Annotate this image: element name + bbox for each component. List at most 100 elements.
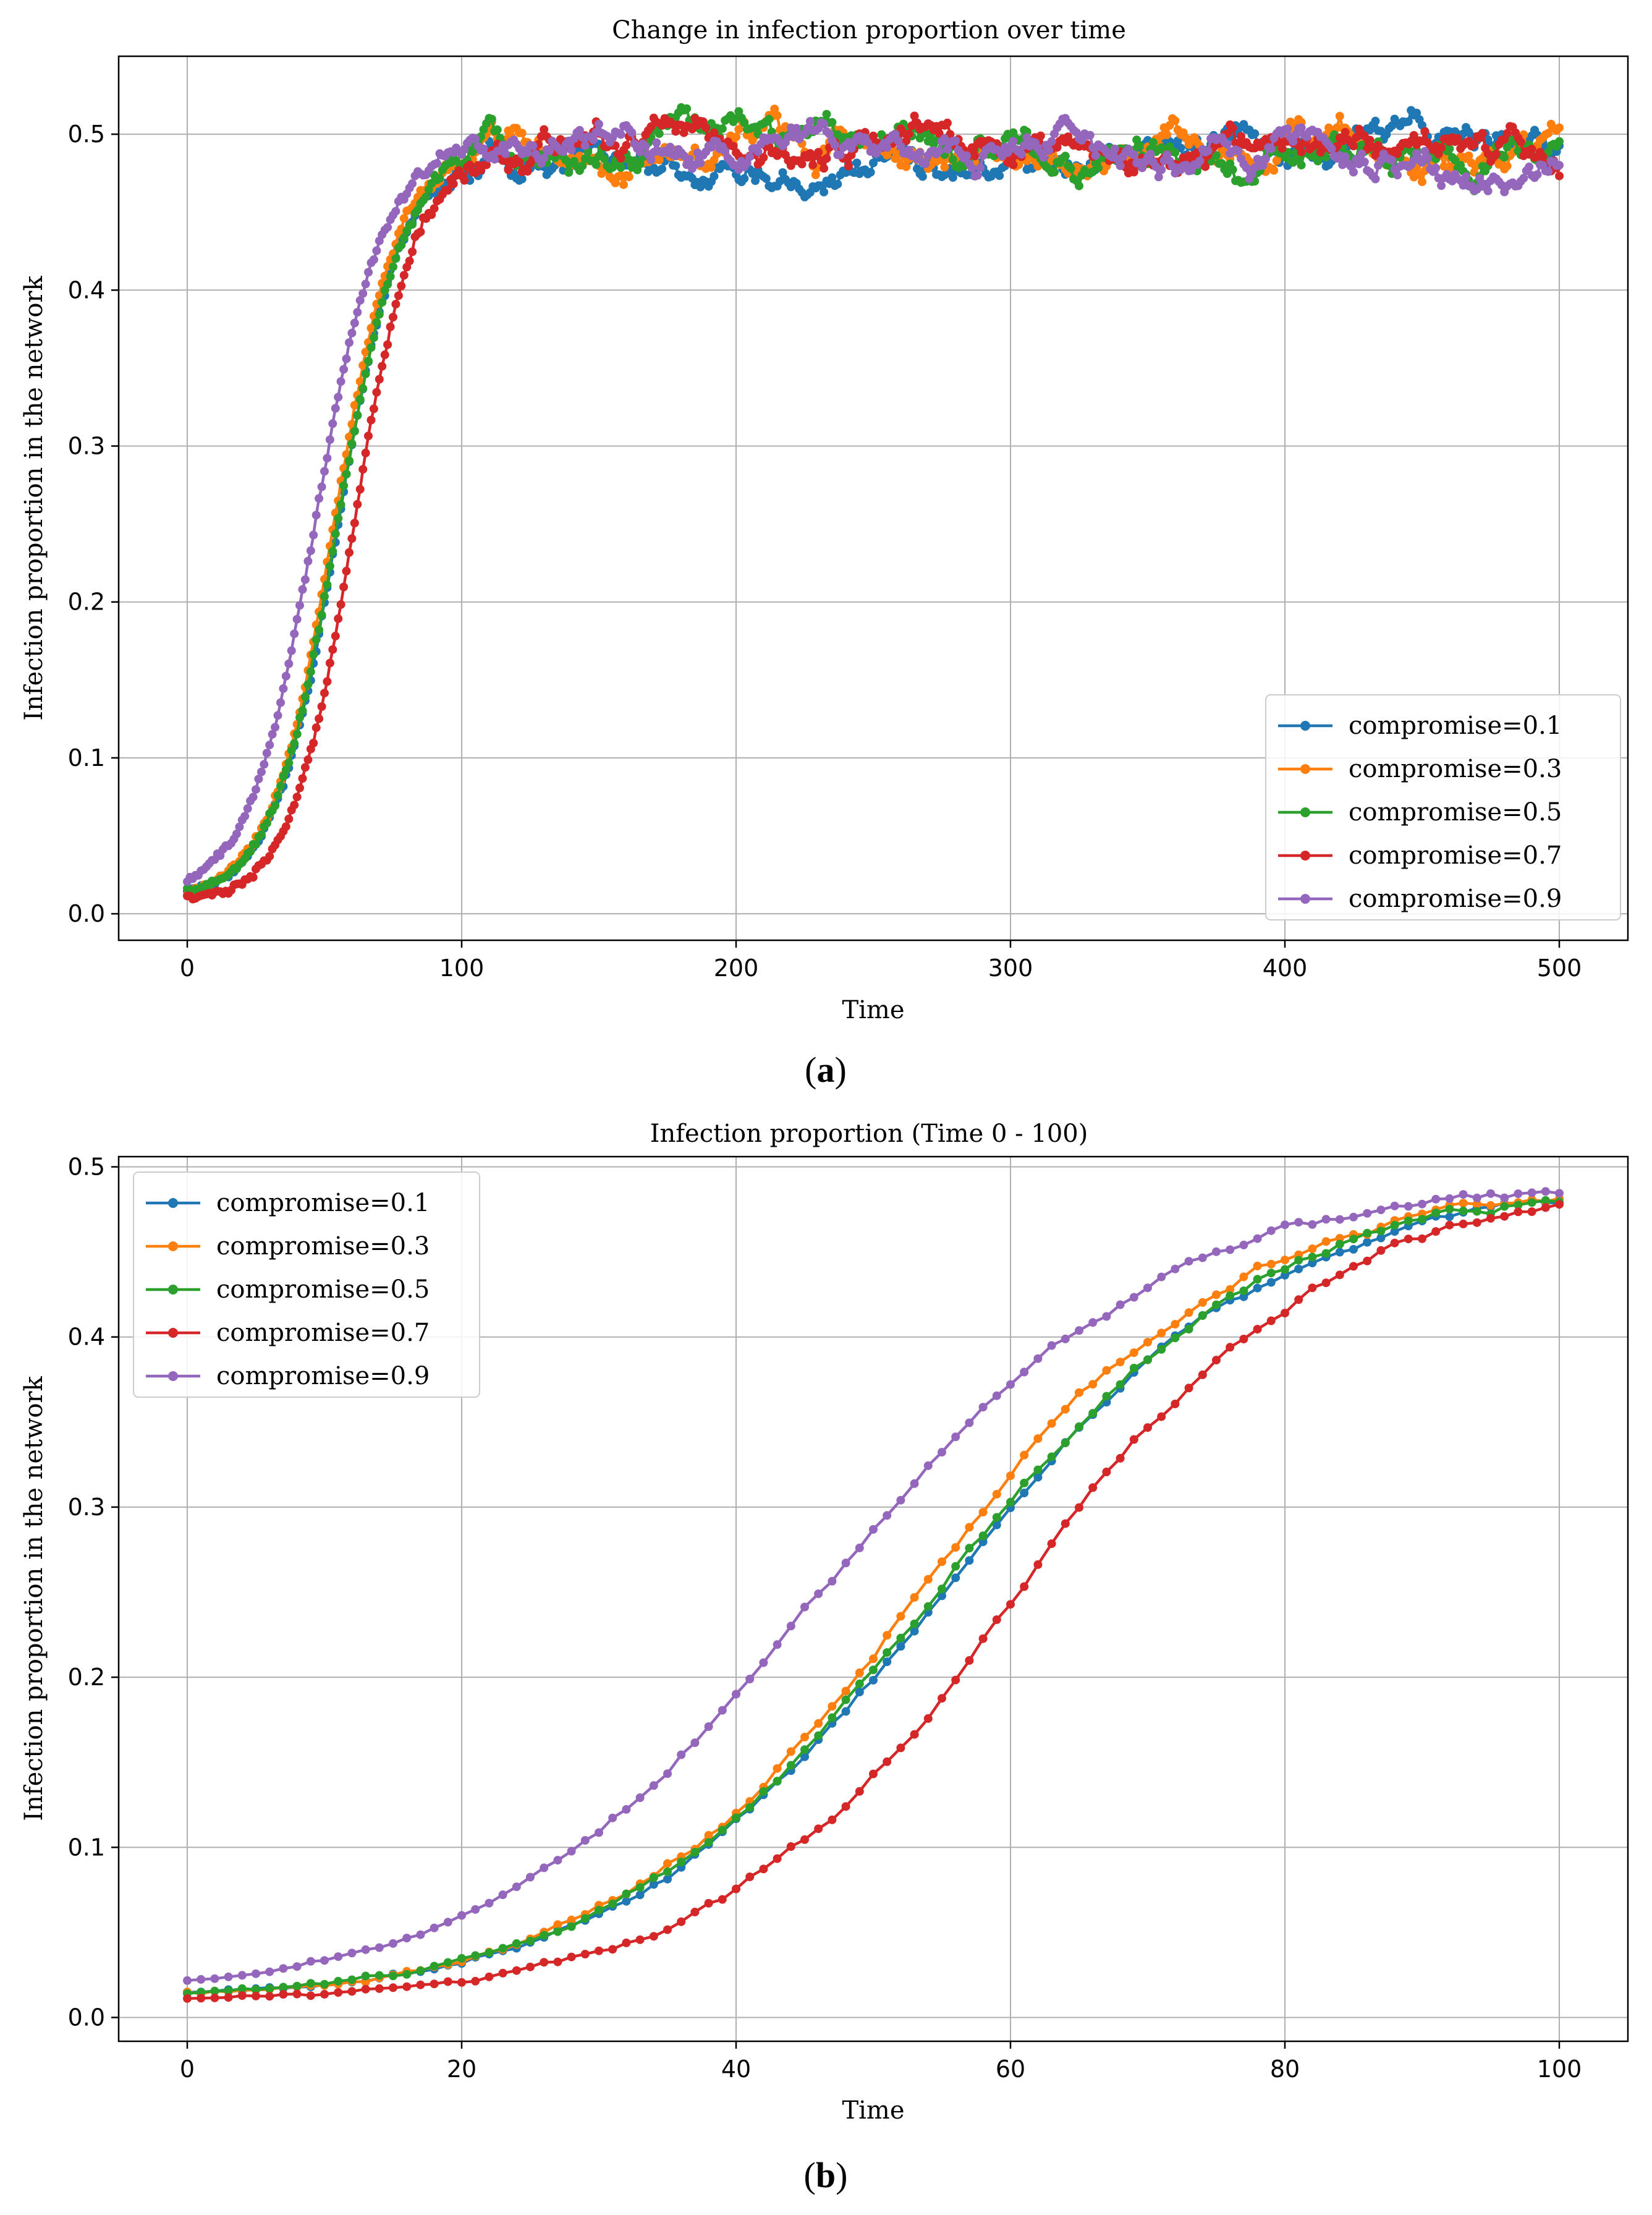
chart-a-series-5-point — [325, 435, 334, 444]
chart-a-series-3-point — [1171, 148, 1180, 157]
chart-b-series-3-point — [1431, 1209, 1441, 1217]
chart-b-series-5-point — [361, 1945, 370, 1954]
chart-b-series-2-point — [553, 1920, 562, 1929]
chart-b-series-2-point — [814, 1719, 823, 1728]
chart-b-series-5-point — [759, 1658, 768, 1667]
chart-b-series-5-point — [923, 1461, 933, 1470]
chart-b-series-4-point — [1184, 1384, 1193, 1393]
chart-b-series-5-point — [389, 1939, 397, 1948]
chart-a-series-3-point — [591, 160, 601, 169]
chart-a-series-5-point — [1110, 145, 1119, 153]
chart-b-series-5-point — [1459, 1190, 1468, 1199]
chart-a-series-4-point — [290, 801, 299, 810]
chart-a-series-5-point — [383, 223, 392, 232]
chart-b-legend-item: compromise=0.5 — [146, 1275, 430, 1304]
chart-a-series-4-point — [934, 129, 944, 138]
chart-b-series-4-point — [1171, 1400, 1180, 1408]
chart-b-series-5-point — [471, 1905, 480, 1914]
chart-b-series-1-point — [951, 1573, 960, 1583]
chart-b-series-4-point — [567, 1952, 576, 1962]
chart-a-series-5-point — [1297, 123, 1306, 132]
chart-b-series-2-point — [1308, 1244, 1317, 1253]
chart-b-series-4-point — [1376, 1246, 1386, 1255]
chart-b-series-2-point — [855, 1668, 864, 1677]
chart-b-series-4-point — [745, 1873, 755, 1881]
chart-a-series-5-point — [792, 124, 801, 133]
chart-b-series-2-point — [773, 1764, 782, 1773]
chart-b-series-5-point — [1321, 1215, 1331, 1224]
chart-a-series-5-point — [540, 153, 549, 163]
chart-a-series-5-point — [1555, 161, 1564, 170]
chart-a-legend-label: compromise=0.5 — [1349, 798, 1562, 827]
chart-b-series-3-point — [553, 1927, 562, 1936]
chart-b-series-3-point — [1253, 1275, 1262, 1284]
chart-a-series-4-point — [822, 154, 831, 163]
chart-b-series-5-point — [1006, 1380, 1015, 1389]
chart-a-series-5-point — [315, 494, 324, 503]
chart-b-grid — [119, 1157, 1628, 2041]
chart-a-series-4-point — [1036, 131, 1045, 140]
chart-b-series-4-point — [1363, 1256, 1372, 1265]
chart-b-series-5-point — [718, 1706, 727, 1715]
chart-a-series-5-point — [342, 354, 351, 363]
chart-a-series-5-point — [292, 614, 302, 624]
chart-b-series-5-point — [553, 1856, 562, 1865]
chart-b-series-3-point — [1184, 1325, 1193, 1333]
chart-a-series-4-point — [1228, 124, 1237, 133]
chart-b-series-1-point — [855, 1688, 864, 1696]
chart-a-series-4-point — [443, 185, 452, 195]
chart-a-series-2-point — [624, 172, 633, 182]
chart-a-series-5-point — [896, 142, 905, 151]
chart-b-x-tick-label: 80 — [1270, 2056, 1300, 2083]
chart-b-series-2-point — [1486, 1201, 1495, 1210]
chart-b-series-4-point — [855, 1787, 864, 1796]
chart-a-series-5-point — [567, 145, 576, 155]
chart-b-series-2-point — [1239, 1272, 1248, 1282]
chart-a-series-4-point — [394, 291, 403, 300]
chart-b-series-1-point — [1349, 1244, 1358, 1254]
chart-a-series-4-point — [449, 179, 458, 189]
chart-b-series-4-point — [210, 1993, 219, 2002]
chart-a-series-4-point — [1297, 147, 1306, 156]
chart-b-series-2-point — [1281, 1256, 1289, 1265]
chart-b-series-3-point — [1500, 1202, 1509, 1211]
chart-b-series-5-point — [608, 1813, 617, 1822]
chart-b-series-4-point — [896, 1743, 905, 1753]
chart-a-series-4-point — [265, 852, 274, 861]
chart-a-series-3-point — [273, 791, 282, 800]
chart-a-series-4-point — [759, 153, 768, 162]
chart-a-series-3-point — [654, 129, 664, 138]
chart-a-series-5-point — [1039, 153, 1048, 162]
chart-a-series-4-point — [1277, 143, 1287, 153]
chart-b-series-5-point — [965, 1418, 974, 1427]
chart-a-series-3-point — [765, 114, 774, 124]
chart-b-series-4-point — [1266, 1316, 1276, 1325]
chart-b-series-4-point — [512, 1966, 521, 1975]
chart-b-series-2-point — [978, 1508, 988, 1517]
chart-a-series-5-point — [328, 419, 337, 428]
chart-a-series-5-point — [358, 289, 368, 298]
chart-b-series-3-point — [1157, 1345, 1166, 1354]
chart-a-series-3-point — [948, 155, 957, 164]
chart-b-y-tick-label: 0.5 — [68, 1154, 105, 1181]
chart-a-series-2-point — [773, 111, 782, 120]
chart-a-x-axis-label: Time — [842, 996, 904, 1024]
chart-b-series-5-point — [1075, 1326, 1083, 1335]
chart-b-series-5-point — [690, 1738, 700, 1748]
chart-a-series-5-point — [1234, 147, 1243, 156]
chart-b-series-3-point — [1363, 1228, 1372, 1238]
chart-a-series-4-point — [339, 582, 349, 592]
chart-a-series-4-point — [904, 130, 913, 138]
chart-b-series-2-point — [1212, 1290, 1221, 1299]
chart-b-legend-label: compromise=0.3 — [216, 1232, 430, 1261]
chart-a-series-5-point — [311, 511, 321, 520]
chart-a-series-5-point — [616, 130, 625, 139]
chart-a-series-2-point — [734, 125, 743, 134]
chart-a-series-4-point — [540, 125, 549, 134]
chart-a-series-5-point — [528, 141, 538, 150]
chart-a-series-4-point — [353, 500, 362, 509]
chart-a-series-3-point — [309, 650, 318, 659]
chart-a-series-5-point — [1519, 174, 1528, 183]
chart-b-series-5-point — [183, 1976, 192, 1985]
chart-b-series-5-point — [1198, 1253, 1207, 1262]
